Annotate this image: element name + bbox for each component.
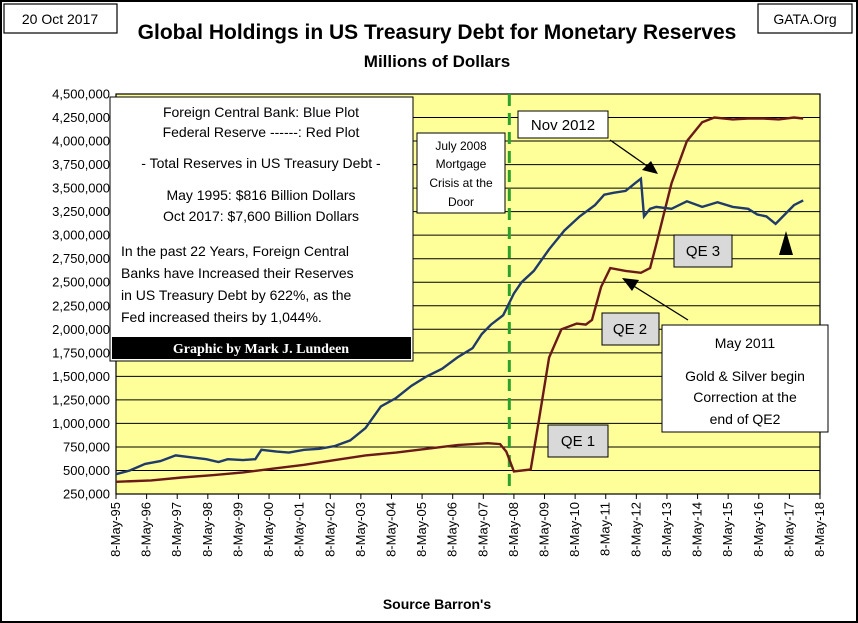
y-tick-label: 3,250,000: [52, 204, 110, 219]
x-tick-label: 8-May-15: [720, 502, 735, 557]
x-tick-label: 8-May-03: [353, 502, 368, 557]
qe1-box: [547, 424, 609, 458]
may2011-line-4: end of QE2: [710, 411, 781, 427]
y-tick-label: 250,000: [63, 487, 110, 502]
y-tick-label: 4,250,000: [52, 110, 110, 125]
y-axis-ticks: 250,000 500,000 750,000 1,000,000 1,250,000 1…: [52, 87, 110, 502]
x-tick-label: 8-May-09: [537, 502, 552, 557]
credit-label: Graphic by Mark J. Lundeen: [173, 342, 349, 357]
qe3-label: QE 3: [686, 243, 720, 260]
site-label: GATA.Org: [773, 11, 836, 27]
y-tick-label: 4,000,000: [52, 134, 110, 149]
crisis-line-2: Mortgage: [436, 157, 487, 171]
info-line-legend-foreign: Foreign Central Bank: Blue Plot: [163, 104, 359, 120]
y-tick-label: 1,000,000: [52, 416, 110, 431]
nov2012-arrow-line: [609, 139, 651, 169]
credit-bar: [112, 337, 411, 359]
date-box: [3, 3, 118, 34]
y-tick-label: 2,250,000: [52, 298, 110, 313]
series-line-federal-reserve: [115, 116, 804, 483]
x-tick-label: 8-May-04: [383, 502, 398, 557]
x-tick-label: 8-May-06: [445, 502, 460, 557]
info-box: [109, 96, 414, 362]
crisis-line-1: July 2008: [435, 139, 487, 153]
may2011-box: [661, 324, 829, 433]
info-paragraph-line-1: In the past 22 Years, Foreign Central: [121, 243, 349, 259]
x-tick-label: 8-May-17: [781, 502, 796, 557]
x-tick-label: 8-May-18: [812, 502, 827, 557]
info-line-total-heading: - Total Reserves in US Treasury Debt -: [141, 155, 381, 171]
qe1-label: QE 1: [561, 433, 595, 450]
x-tick-label: 8-May-14: [690, 502, 705, 557]
may2011-line-1: May 2011: [715, 335, 776, 351]
may2011-arrow-line: [631, 284, 689, 321]
date-label: 20 Oct 2017: [22, 11, 98, 27]
x-tick-label: 8-May-99: [230, 502, 245, 557]
may2011-line-2: Gold & Silver begin: [685, 368, 805, 384]
x-tick-label: 8-May-95: [108, 502, 123, 557]
qe2-box: [601, 312, 660, 346]
info-paragraph-line-3: in US Treasury Debt by 622%, as the: [121, 287, 352, 303]
x-tick-label: 8-May-97: [169, 502, 184, 557]
crisis-line-3: Crisis at the: [429, 176, 493, 190]
y-tick-label: 1,750,000: [52, 345, 110, 360]
x-axis-ticks: 8-May-95 8-May-96 8-May-97 8-May-98 8-May-99…: [108, 494, 827, 557]
may2011-line-3: Correction at the: [693, 389, 797, 405]
x-tick-label: 8-May-10: [567, 502, 582, 557]
chart-subtitle: Millions of Dollars: [364, 52, 510, 71]
x-axis-label: Source Barron's: [383, 596, 492, 612]
series-line-foreign-central-bank: [115, 176, 804, 476]
x-tick-label: 8-May-02: [322, 502, 337, 557]
y-tick-label: 2,000,000: [52, 322, 110, 337]
info-paragraph-line-4: Fed increased theirs by 1,044%.: [121, 309, 322, 325]
crisis-line-4: Door: [448, 195, 474, 209]
y-tick-label: 4,500,000: [52, 87, 110, 102]
y-tick-label: 3,500,000: [52, 181, 110, 196]
x-tick-label: 8-May-11: [598, 502, 613, 556]
info-line-may1995: May 1995: $816 Billion Dollars: [166, 187, 355, 203]
x-tick-label: 8-May-13: [659, 502, 674, 557]
info-line-oct2017: Oct 2017: $7,600 Billion Dollars: [163, 208, 359, 224]
y-tick-label: 2,500,000: [52, 275, 110, 290]
x-tick-label: 8-May-07: [475, 502, 490, 557]
x-tick-label: 8-May-08: [506, 502, 521, 557]
x-tick-label: 8-May-05: [414, 502, 429, 557]
low-point-triangle-marker: [779, 231, 793, 255]
y-tick-label: 1,500,000: [52, 369, 110, 384]
x-tick-label: 8-May-01: [292, 502, 307, 557]
nov2012-label: Nov 2012: [531, 117, 595, 134]
crisis-box: [416, 132, 506, 214]
may2011-arrow-head: [622, 278, 639, 291]
x-tick-label: 8-May-12: [628, 502, 643, 557]
x-tick-label: 8-May-98: [200, 502, 215, 557]
qe3-box: [673, 234, 733, 268]
info-line-legend-fed: Federal Reserve ------: Red Plot: [163, 124, 360, 140]
chart-title: Global Holdings in US Treasury Debt for …: [138, 21, 737, 44]
site-box: [757, 3, 853, 34]
y-tick-label: 3,750,000: [52, 157, 110, 172]
y-tick-label: 750,000: [63, 439, 110, 454]
nov2012-arrow-head: [642, 161, 658, 174]
nov2012-box: [517, 110, 609, 139]
y-tick-label: 500,000: [63, 463, 110, 478]
y-tick-label: 2,750,000: [52, 251, 110, 266]
x-tick-label: 8-May-96: [139, 502, 154, 557]
x-tick-label: 8-May-00: [261, 502, 276, 557]
y-tick-label: 3,000,000: [52, 228, 110, 243]
info-paragraph-line-2: Banks have Increased their Reserves: [121, 265, 354, 281]
qe2-label: QE 2: [613, 321, 647, 338]
y-tick-label: 1,250,000: [52, 392, 110, 407]
x-tick-label: 8-May-16: [751, 502, 766, 557]
